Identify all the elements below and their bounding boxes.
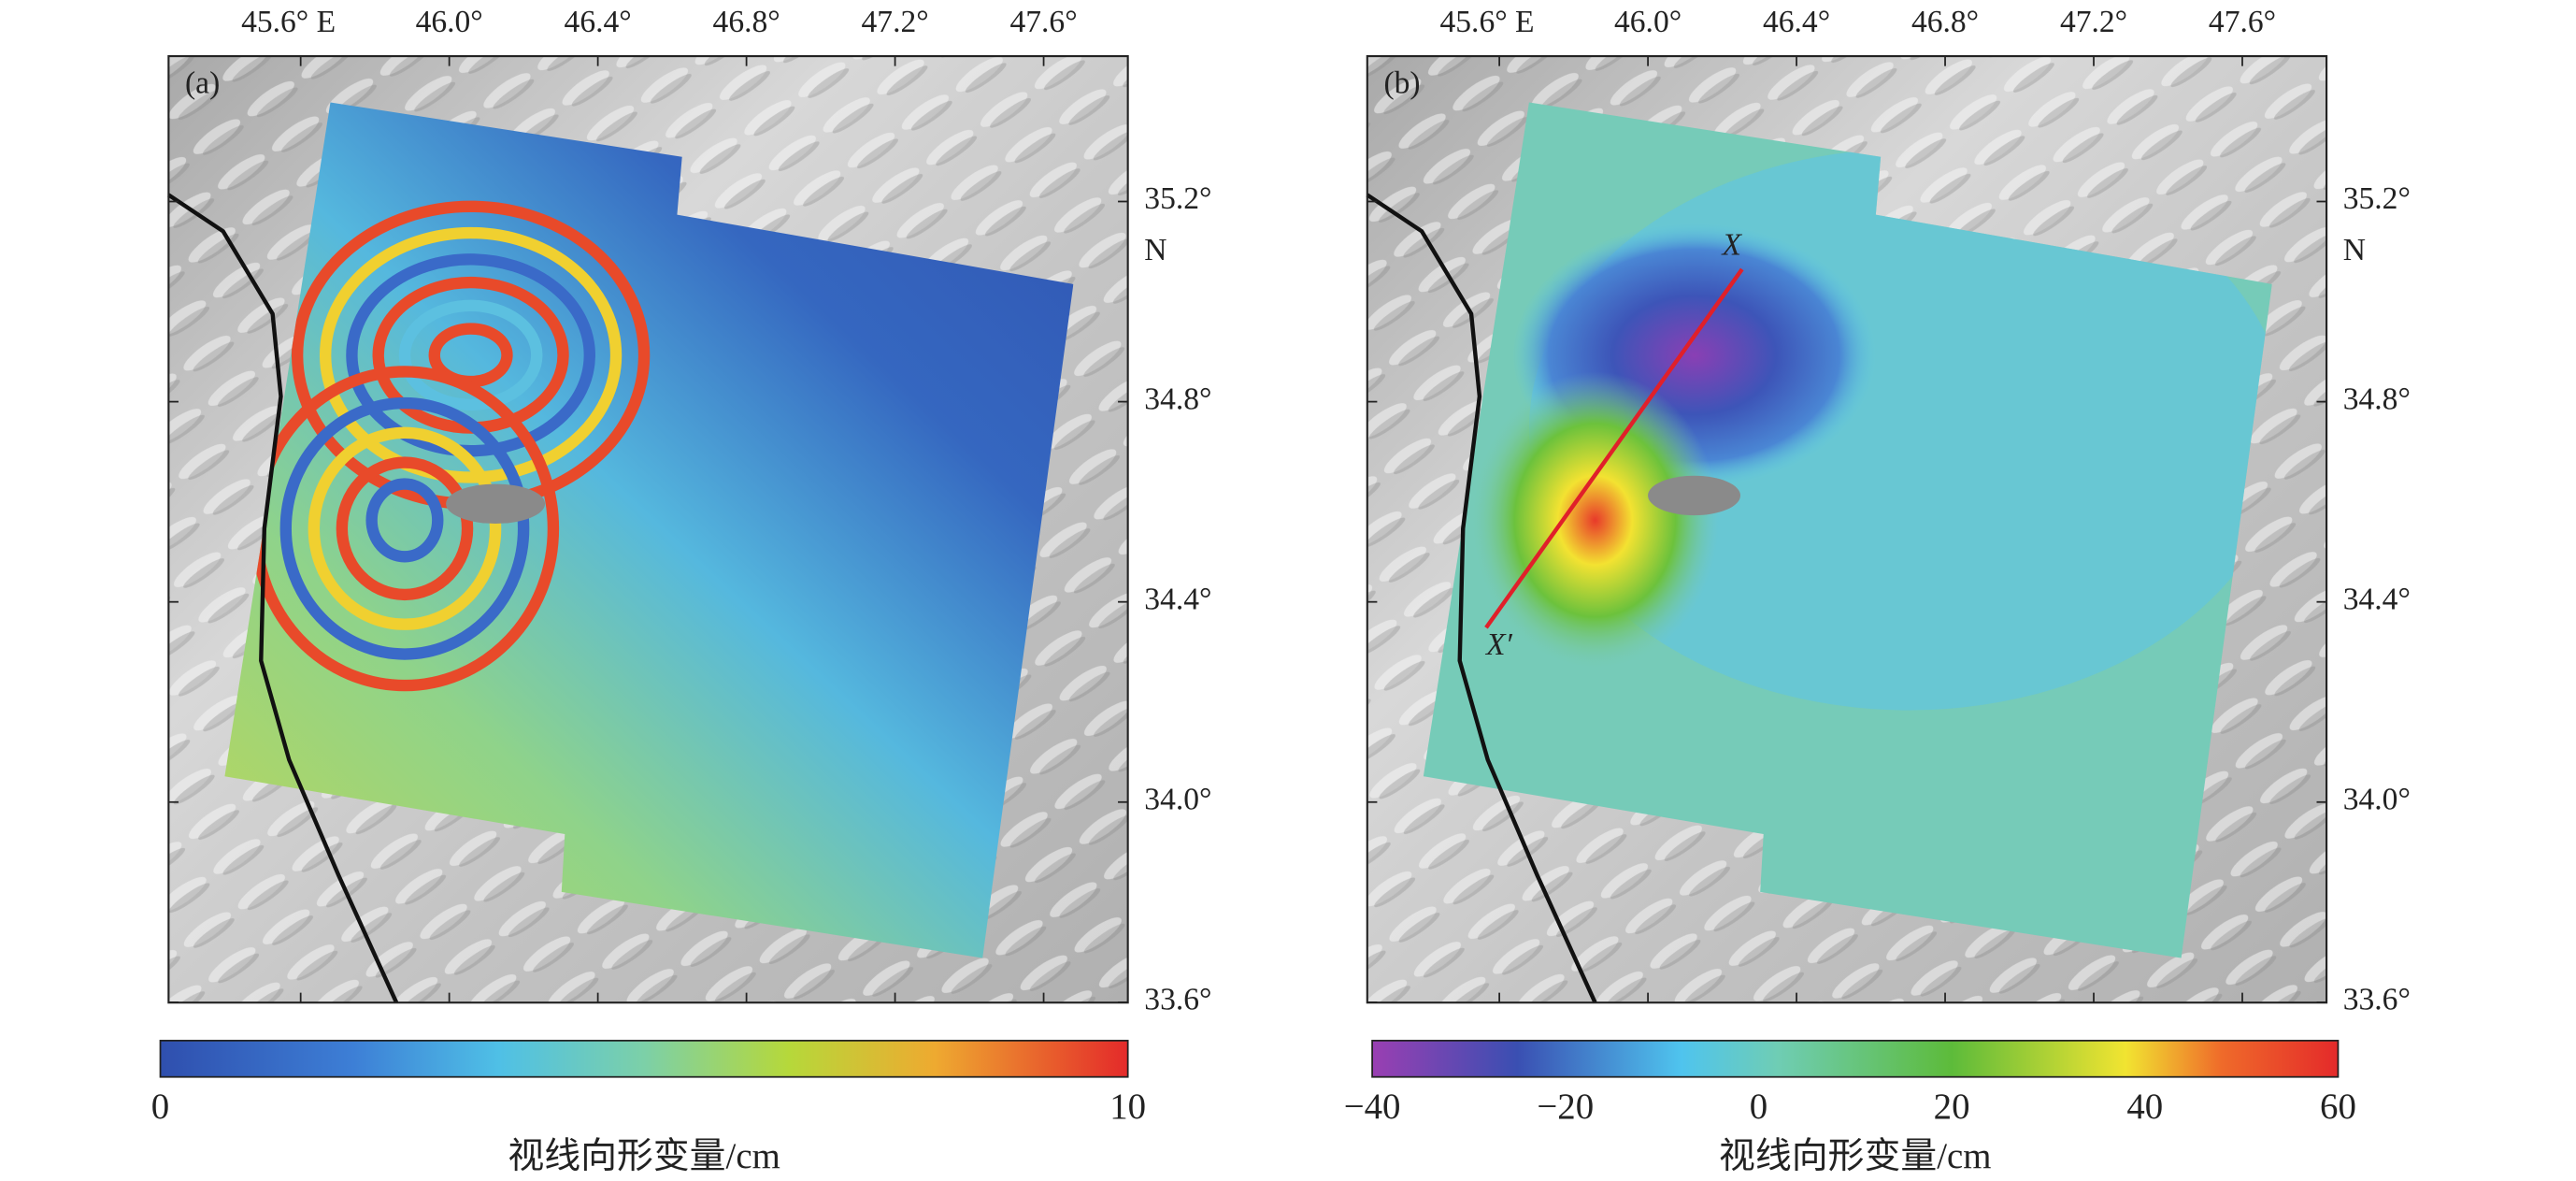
lat-tick-label: 33.6°: [2343, 983, 2411, 1017]
fault-line: [167, 193, 399, 1004]
panel-label: (a): [185, 66, 220, 101]
profile-end-label: X′: [1484, 627, 1512, 662]
lat-unit: N: [2343, 233, 2366, 267]
uplift-lobe: [1471, 371, 1720, 670]
colorbar-tick-label: 20: [1934, 1087, 1970, 1127]
colorbar-tick-label: −20: [1537, 1087, 1594, 1127]
colorbar-label: 视线向形变量/cm: [1719, 1136, 1991, 1176]
lon-tick-label: 47.2°: [2060, 5, 2127, 39]
colorbar-tick-label: 0: [1750, 1087, 1767, 1127]
colorbar-label: 视线向形变量/cm: [508, 1136, 780, 1176]
lat-tick-label: 34.4°: [1144, 582, 1211, 616]
panel-a: [167, 54, 1129, 1004]
decorrelated-area: [1648, 475, 1741, 516]
lat-tick-label: 34.8°: [2343, 382, 2411, 416]
colorbar-tick-label: 10: [1109, 1087, 1146, 1127]
lat-tick-label: 35.2°: [1144, 181, 1211, 216]
colorbar-tick-label: −40: [1344, 1087, 1401, 1127]
lat-tick-label: 33.6°: [1144, 983, 1211, 1017]
profile-start-label: X: [1721, 228, 1743, 263]
colorbar-tick-label: 40: [2126, 1087, 2163, 1127]
fringe: [336, 456, 474, 601]
lat-tick-label: 34.0°: [2343, 782, 2411, 816]
map-frame: [167, 54, 1129, 1004]
fringe: [308, 426, 502, 630]
lon-tick-label: 46.8°: [713, 5, 780, 39]
lon-tick-label: 47.6°: [2209, 5, 2276, 39]
deformation-map: [1423, 102, 2272, 958]
panel-b: X X′: [1366, 54, 2328, 1004]
fault-line: [1366, 193, 1597, 1004]
lon-tick-label: 46.0°: [416, 5, 483, 39]
lat-unit: N: [1144, 233, 1166, 267]
lon-tick-label: 46.8°: [1911, 5, 1979, 39]
panel-label: (b): [1383, 66, 1420, 101]
lon-tick-label: 46.4°: [565, 5, 632, 39]
fringe: [279, 396, 530, 660]
colorbar-tick-label: 0: [151, 1087, 169, 1127]
lat-tick-label: 35.2°: [2343, 181, 2411, 216]
lon-tick-label: 47.2°: [862, 5, 929, 39]
profile-line: [1484, 267, 1744, 629]
lat-tick-label: 34.0°: [1144, 782, 1211, 816]
decorrelated-area: [446, 483, 546, 524]
fringe: [365, 478, 444, 563]
lon-tick-label: 46.4°: [1763, 5, 1830, 39]
colorbar-tick-label: 60: [2320, 1087, 2356, 1127]
map-frame: [1366, 54, 2328, 1004]
lon-tick-label: 47.6°: [1010, 5, 1078, 39]
fringe: [398, 299, 543, 410]
fringe: [319, 226, 623, 483]
lat-tick-label: 34.4°: [2343, 582, 2411, 616]
fringe: [346, 253, 595, 457]
lon-tick-label: 46.0°: [1614, 5, 1682, 39]
colorbar-a: [159, 1039, 1129, 1078]
lat-tick-label: 34.8°: [1144, 382, 1211, 416]
lon-tick-label: 45.6° E: [1440, 5, 1535, 39]
lon-tick-label: 45.6° E: [241, 5, 336, 39]
colorbar-b: [1371, 1039, 2340, 1078]
